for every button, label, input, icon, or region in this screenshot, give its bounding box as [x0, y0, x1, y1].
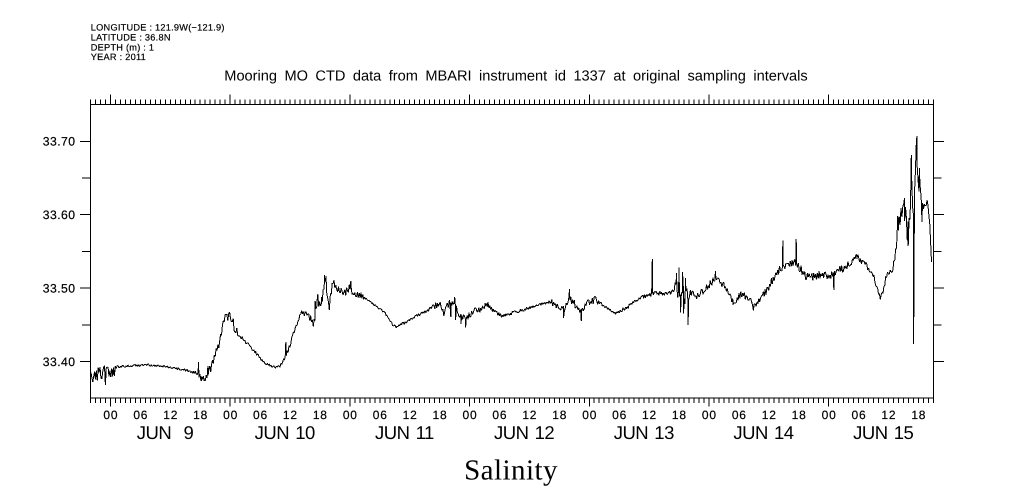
svg-text:JUN 10: JUN 10 — [255, 422, 315, 443]
svg-text:06: 06 — [492, 408, 507, 422]
svg-text:06: 06 — [612, 408, 627, 422]
svg-text:12: 12 — [642, 408, 657, 422]
svg-text:JUN 14: JUN 14 — [733, 422, 793, 443]
svg-text:12: 12 — [522, 408, 537, 422]
svg-text:LATITUDE : 36.8N: LATITUDE : 36.8N — [91, 33, 171, 43]
svg-text:Salinity: Salinity — [464, 455, 558, 487]
svg-text:00: 00 — [223, 408, 238, 422]
svg-text:12: 12 — [881, 408, 896, 422]
svg-text:00: 00 — [463, 408, 478, 422]
svg-text:06: 06 — [253, 408, 268, 422]
svg-text:00: 00 — [343, 408, 358, 422]
svg-text:00: 00 — [103, 408, 118, 422]
svg-text:06: 06 — [373, 408, 388, 422]
svg-text:JUN 12: JUN 12 — [494, 422, 554, 443]
svg-text:JUN 13: JUN 13 — [614, 422, 674, 443]
svg-text:LONGITUDE : 121.9W(−121.9): LONGITUDE : 121.9W(−121.9) — [91, 23, 225, 33]
svg-text:JUN 15: JUN 15 — [853, 422, 913, 443]
svg-text:06: 06 — [133, 408, 148, 422]
svg-text:12: 12 — [283, 408, 298, 422]
svg-text:JUN 11: JUN 11 — [375, 422, 434, 443]
svg-text:18: 18 — [911, 408, 926, 422]
svg-text:18: 18 — [313, 408, 328, 422]
svg-text:33.40: 33.40 — [43, 355, 76, 369]
svg-text:33.50: 33.50 — [43, 282, 76, 296]
svg-text:12: 12 — [403, 408, 418, 422]
svg-text:33.60: 33.60 — [43, 208, 76, 222]
svg-text:00: 00 — [822, 408, 837, 422]
svg-text:Mooring MO CTD data from MBARI: Mooring MO CTD data from MBARI instrumen… — [224, 68, 807, 84]
svg-text:18: 18 — [193, 408, 208, 422]
svg-text:06: 06 — [732, 408, 747, 422]
svg-text:DEPTH (m) : 1: DEPTH (m) : 1 — [91, 42, 154, 52]
svg-text:06: 06 — [852, 408, 867, 422]
svg-text:18: 18 — [552, 408, 567, 422]
svg-text:18: 18 — [672, 408, 687, 422]
svg-text:YEAR : 2011: YEAR : 2011 — [91, 52, 146, 62]
svg-text:00: 00 — [582, 408, 597, 422]
svg-text:12: 12 — [163, 408, 178, 422]
svg-text:18: 18 — [433, 408, 448, 422]
svg-text:18: 18 — [792, 408, 807, 422]
svg-text:00: 00 — [702, 408, 717, 422]
svg-text:33.70: 33.70 — [43, 135, 76, 149]
svg-text:12: 12 — [762, 408, 777, 422]
svg-text:JUN 9: JUN 9 — [137, 422, 194, 443]
